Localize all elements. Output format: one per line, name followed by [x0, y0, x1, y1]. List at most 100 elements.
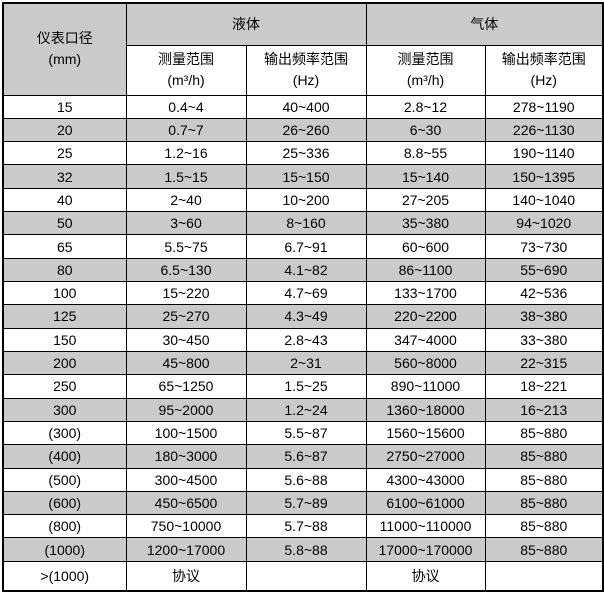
header-diameter-unit: (mm) — [48, 51, 82, 68]
liquid-freq-cell: 5.6~88 — [245, 467, 367, 492]
header-group-liquid: 液体 — [125, 2, 367, 46]
gas-measure-cell: 15~140 — [365, 164, 486, 189]
diameter-cell: 80 — [2, 257, 127, 283]
gas-measure-cell: 60~600 — [365, 234, 486, 259]
header-diameter-label: 仪表口径 — [36, 30, 93, 47]
diameter-cell: 20 — [2, 117, 127, 143]
gas-measure-cell: 86~1100 — [365, 257, 486, 283]
diameter-cell: 125 — [2, 304, 127, 329]
diameter-cell: 65 — [2, 234, 127, 259]
liquid-measure-cell: 65~1250 — [125, 374, 247, 399]
liquid-measure-cell: 2~40 — [125, 187, 247, 213]
gas-measure-cell: 27~205 — [365, 187, 486, 213]
gas-freq-cell: 22~315 — [484, 350, 604, 376]
gas-measure-cell: 2750~27000 — [365, 444, 486, 469]
gas-measure-cell: 协议 — [365, 560, 486, 592]
gas-freq-cell: 85~880 — [484, 444, 604, 469]
table-row: 125 25~270 4.3~49 220~2200 38~380 — [2, 304, 604, 329]
gas-freq-cell: 16~213 — [484, 397, 604, 422]
liquid-measure-cell: 15~220 — [125, 280, 247, 306]
gas-freq-cell: 55~690 — [484, 257, 604, 283]
gas-measure-cell: 6100~61000 — [365, 490, 486, 516]
liquid-measure-cell: 300~4500 — [125, 467, 247, 492]
diameter-cell: >(1000) — [2, 560, 127, 592]
header-liquid-measure-range: 测量范围 (m³/h) — [125, 44, 247, 96]
liquid-measure-cell: 750~10000 — [125, 514, 247, 539]
liquid-freq-cell: 15~150 — [245, 164, 367, 189]
gas-measure-cell: 220~2200 — [365, 304, 486, 329]
liquid-freq-cell: 25~336 — [245, 141, 367, 166]
liquid-measure-cell: 0.4~4 — [125, 94, 247, 119]
table-row: >(1000) 协议 协议 — [2, 560, 604, 592]
diameter-cell: 25 — [2, 141, 127, 166]
liquid-measure-cell: 25~270 — [125, 304, 247, 329]
liquid-freq-cell: 5.8~88 — [245, 537, 367, 562]
gas-measure-cell: 17000~170000 — [365, 537, 486, 562]
table-row: 300 95~2000 1.2~24 1360~18000 16~213 — [2, 397, 604, 422]
table-row: 250 65~1250 1.5~25 890~11000 18~221 — [2, 374, 604, 399]
liquid-freq-cell: 8~160 — [245, 211, 367, 236]
measure-range-unit: (m³/h) — [406, 72, 445, 88]
gas-freq-cell: 33~380 — [484, 327, 604, 352]
table-row: 65 5.5~75 6.7~91 60~600 73~730 — [2, 234, 604, 259]
gas-freq-cell: 150~1395 — [484, 164, 604, 189]
gas-freq-cell: 85~880 — [484, 467, 604, 492]
gas-measure-cell: 6~30 — [365, 117, 486, 143]
diameter-cell: (300) — [2, 420, 127, 446]
table-row: 80 6.5~130 4.1~82 86~1100 55~690 — [2, 257, 604, 283]
table-row: 15 0.4~4 40~400 2.8~12 278~1190 — [2, 94, 604, 119]
table-row: (500) 300~4500 5.6~88 4300~43000 85~880 — [2, 467, 604, 492]
liquid-measure-cell: 1200~17000 — [125, 537, 247, 562]
diameter-cell: 300 — [2, 397, 127, 422]
liquid-measure-cell: 5.5~75 — [125, 234, 247, 259]
table-row: 40 2~40 10~200 27~205 140~1040 — [2, 187, 604, 213]
diameter-cell: 200 — [2, 350, 127, 376]
header-group-gas: 气体 — [365, 2, 604, 46]
liquid-freq-cell: 5.6~87 — [245, 444, 367, 469]
liquid-freq-cell: 6.7~91 — [245, 234, 367, 259]
gas-measure-cell: 35~380 — [365, 211, 486, 236]
gas-freq-cell: 278~1190 — [484, 94, 604, 119]
diameter-cell: 250 — [2, 374, 127, 399]
liquid-measure-cell: 1.2~16 — [125, 141, 247, 166]
diameter-cell: (800) — [2, 514, 127, 539]
header-gas-measure-range: 测量范围 (m³/h) — [365, 44, 486, 96]
header-gas-freq-range: 输出频率范围 (Hz) — [484, 44, 604, 96]
liquid-measure-cell: 1.5~15 — [125, 164, 247, 189]
gas-freq-cell: 85~880 — [484, 537, 604, 562]
gas-freq-cell: 85~880 — [484, 420, 604, 446]
liquid-measure-cell: 95~2000 — [125, 397, 247, 422]
liquid-measure-cell: 3~60 — [125, 211, 247, 236]
gas-measure-cell: 2.8~12 — [365, 94, 486, 119]
gas-measure-cell: 890~11000 — [365, 374, 486, 399]
liquid-freq-cell: 1.2~24 — [245, 397, 367, 422]
diameter-cell: 15 — [2, 94, 127, 119]
liquid-freq-cell: 4.3~49 — [245, 304, 367, 329]
freq-range-unit: (Hz) — [292, 72, 320, 88]
freq-range-unit: (Hz) — [530, 72, 557, 88]
liquid-freq-cell: 4.1~82 — [245, 257, 367, 283]
liquid-freq-cell: 4.7~69 — [245, 280, 367, 306]
gas-measure-cell: 1360~18000 — [365, 397, 486, 422]
liquid-measure-cell: 45~800 — [125, 350, 247, 376]
liquid-freq-cell: 10~200 — [245, 187, 367, 213]
gas-freq-cell: 38~380 — [484, 304, 604, 329]
liquid-measure-cell: 协议 — [125, 560, 247, 592]
diameter-cell: (1000) — [2, 537, 127, 562]
liquid-freq-cell: 5.5~87 — [245, 420, 367, 446]
liquid-measure-cell: 100~1500 — [125, 420, 247, 446]
gas-freq-cell: 190~1140 — [484, 141, 604, 166]
diameter-cell: 40 — [2, 187, 127, 213]
liquid-freq-cell: 1.5~25 — [245, 374, 367, 399]
gas-measure-cell: 8.8~55 — [365, 141, 486, 166]
diameter-cell: (400) — [2, 444, 127, 469]
gas-freq-cell: 85~880 — [484, 490, 604, 516]
gas-freq-cell: 85~880 — [484, 514, 604, 539]
gas-freq-cell: 42~536 — [484, 280, 604, 306]
liquid-measure-cell: 0.7~7 — [125, 117, 247, 143]
header-liquid-freq-range: 输出频率范围 (Hz) — [245, 44, 367, 96]
freq-range-label: 输出频率范围 — [264, 51, 348, 67]
liquid-freq-cell: 2~31 — [245, 350, 367, 376]
table-row: 50 3~60 8~160 35~380 94~1020 — [2, 211, 604, 236]
